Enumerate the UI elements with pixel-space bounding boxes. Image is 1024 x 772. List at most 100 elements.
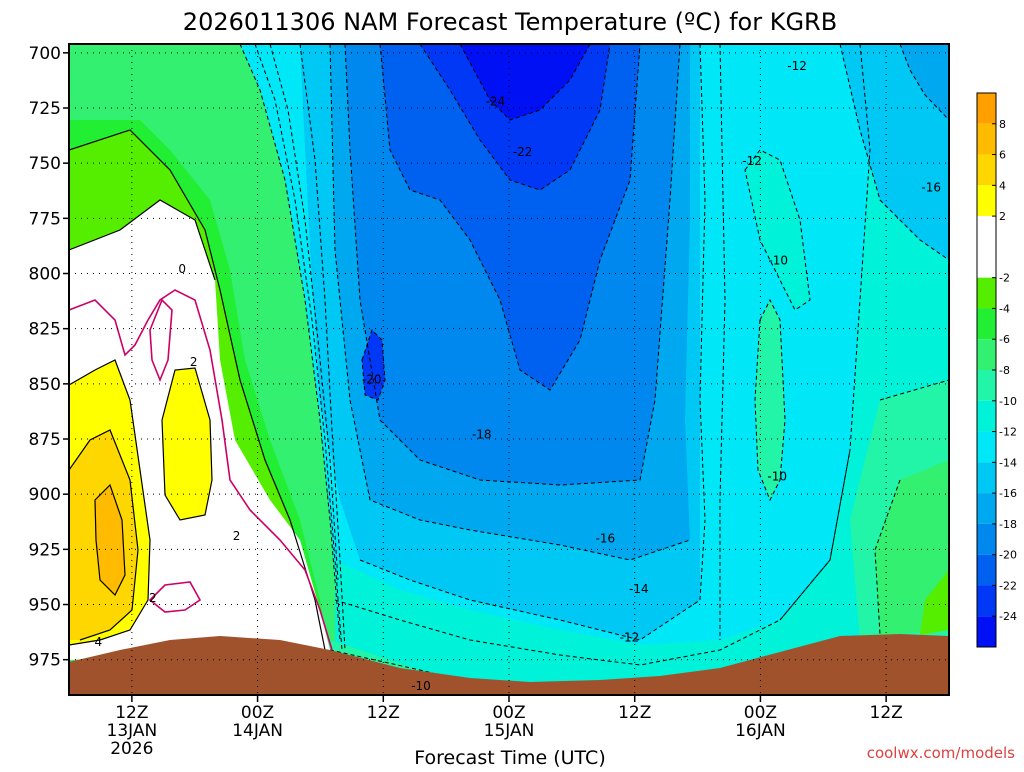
x-tick-label: 12Z bbox=[618, 703, 651, 723]
colorbar-label: 4 bbox=[999, 179, 1006, 192]
y-tick-label: 825 bbox=[29, 320, 61, 340]
x-tick-label: 15JAN bbox=[484, 721, 535, 741]
contour-label: -22 bbox=[513, 145, 533, 159]
colorbar-swatch bbox=[977, 339, 996, 370]
colorbar-label: -22 bbox=[999, 579, 1017, 592]
x-tick-label: 12Z bbox=[870, 703, 903, 723]
colorbar-label: -8 bbox=[999, 364, 1010, 377]
colorbar-label: -2 bbox=[999, 272, 1010, 285]
x-tick-label: 00Z bbox=[744, 703, 777, 723]
y-axis: 700 725 750 775 800 825 850 875 900 925 950 975 bbox=[29, 44, 69, 671]
contour-label: -18 bbox=[472, 428, 492, 442]
contour-label: -16 bbox=[921, 180, 941, 194]
terrain bbox=[69, 634, 949, 695]
y-tick-label: 800 bbox=[29, 265, 61, 285]
contour-label: -14 bbox=[629, 582, 649, 596]
contour-label: 4 bbox=[95, 635, 103, 649]
right-pocket-12 bbox=[745, 150, 810, 310]
colorbar-label: -14 bbox=[999, 456, 1017, 469]
credit-text: coolwx.com/models bbox=[867, 744, 1015, 762]
contour-label: -12 bbox=[742, 154, 762, 168]
y-tick-label: 725 bbox=[29, 99, 61, 119]
x-tick-label: 12Z bbox=[367, 703, 400, 723]
colorbar-label: -6 bbox=[999, 333, 1010, 346]
x-axis-label: Forecast Time (UTC) bbox=[414, 747, 605, 768]
colorbar-swatch bbox=[977, 554, 996, 586]
y-tick-label: 750 bbox=[29, 154, 61, 174]
right-region-6 bbox=[920, 570, 949, 635]
x-tick-label: 12Z bbox=[115, 703, 148, 723]
colorbar-swatch bbox=[977, 523, 996, 555]
contour-label: -10 bbox=[411, 679, 431, 693]
x-tick-label: 00Z bbox=[492, 703, 525, 723]
right-region-18 bbox=[900, 44, 949, 120]
contour-label: 2 bbox=[233, 529, 241, 543]
colorbar-swatch bbox=[977, 277, 996, 309]
colorbar-swatch bbox=[977, 431, 996, 463]
x-tick-label: 13JAN bbox=[107, 721, 158, 741]
x-tick-label: 16JAN bbox=[735, 721, 786, 741]
colorbar-swatch bbox=[977, 93, 996, 124]
colorbar: 8 6 4 2 -2 -4 -6 -8 -10 -12 -14 -16 -18 -20 -22 -24 bbox=[976, 92, 1017, 648]
colorbar-swatch bbox=[977, 400, 996, 432]
colorbar-swatch bbox=[977, 493, 996, 524]
chart-title: 2026011306 NAM Forecast Temperature (ºC)… bbox=[183, 8, 837, 36]
colorbar-label: -16 bbox=[999, 487, 1017, 500]
right-region-16 bbox=[840, 44, 949, 260]
right-region-14 bbox=[700, 44, 870, 640]
colorbar-label: -18 bbox=[999, 518, 1017, 531]
colorbar-swatch bbox=[977, 462, 996, 494]
colorbar-swatch bbox=[977, 185, 996, 217]
contour-label: -16 bbox=[596, 531, 616, 545]
contour-label: -20 bbox=[362, 372, 382, 386]
y-tick-label: 875 bbox=[29, 430, 61, 450]
colorbar-swatch bbox=[977, 370, 996, 401]
contour-label: -12 bbox=[787, 59, 807, 73]
x-tick-label: 00Z bbox=[241, 703, 274, 723]
contour-labels: -24 -22 -20 -18 -16 -14 -12 -10 -12 -12 -16 -10 -10 0… bbox=[95, 59, 941, 693]
colorbar-label: 6 bbox=[999, 149, 1006, 162]
right-pocket-10 bbox=[755, 300, 785, 500]
plot-area: -24 -22 -20 -18 -16 -14 -12 -10 -12 -12 -16 -10 -10 0… bbox=[69, 44, 949, 695]
x-tick-label: 2026 bbox=[110, 739, 153, 759]
contour-lines bbox=[239, 44, 949, 691]
colorbar-label: 2 bbox=[999, 210, 1006, 223]
contour-label: -10 bbox=[767, 470, 787, 484]
y-tick-label: 850 bbox=[29, 375, 61, 395]
contour-label: 0 bbox=[178, 262, 186, 276]
colorbar-label: -12 bbox=[999, 426, 1017, 439]
colorbar-swatch bbox=[977, 216, 996, 278]
y-tick-label: 900 bbox=[29, 485, 61, 505]
contour-label: -24 bbox=[486, 94, 506, 108]
colorbar-swatch bbox=[977, 585, 996, 617]
colorbar-swatch bbox=[977, 308, 996, 340]
colorbar-label: -20 bbox=[999, 549, 1017, 562]
colorbar-swatch bbox=[977, 123, 996, 155]
freezing-line bbox=[69, 289, 333, 651]
y-tick-label: 975 bbox=[29, 651, 61, 671]
contour-label: -12 bbox=[620, 631, 640, 645]
y-tick-label: 950 bbox=[29, 596, 61, 616]
orange-deep-core bbox=[95, 485, 125, 595]
yellow-core-mid bbox=[162, 368, 212, 520]
x-tick-label: 14JAN bbox=[232, 721, 283, 741]
colorbar-swatch bbox=[977, 154, 996, 186]
warm-contours bbox=[69, 129, 326, 651]
contour-label: 2 bbox=[149, 591, 157, 605]
colorbar-label: -10 bbox=[999, 395, 1017, 408]
y-tick-label: 925 bbox=[29, 540, 61, 560]
y-tick-label: 775 bbox=[29, 209, 61, 229]
colorbar-label: 8 bbox=[999, 118, 1006, 131]
colorbar-label: -24 bbox=[999, 610, 1017, 623]
grid-lines bbox=[69, 44, 949, 695]
contour-label: -10 bbox=[768, 253, 788, 267]
cold-region-24 bbox=[460, 44, 590, 120]
y-tick-label: 700 bbox=[29, 44, 61, 64]
right-region-8 bbox=[875, 460, 949, 635]
colorbar-swatch bbox=[977, 616, 996, 647]
colorbar-label: -4 bbox=[999, 302, 1010, 315]
contour-label: 2 bbox=[190, 355, 198, 369]
